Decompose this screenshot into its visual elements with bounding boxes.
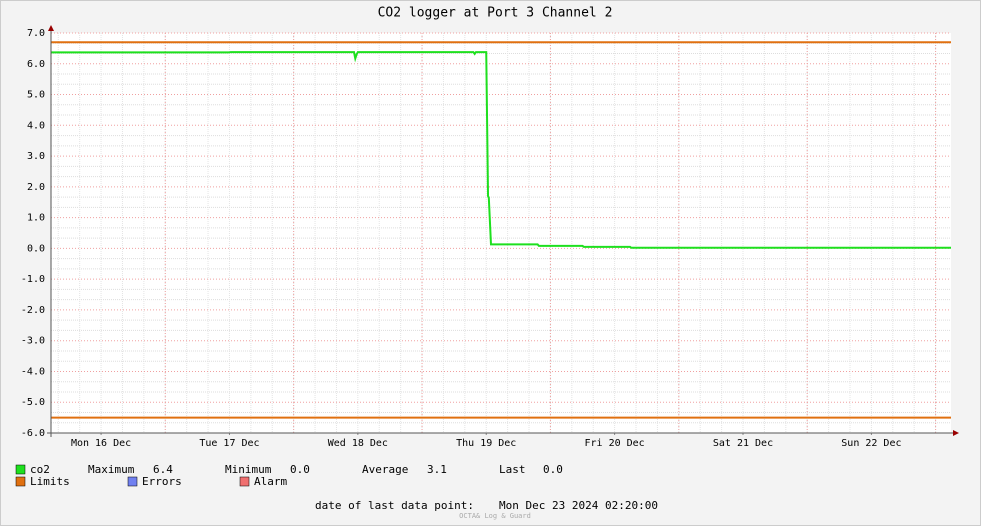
legend-label: Limits: [30, 475, 70, 488]
marks: [51, 41, 951, 419]
data-line: [51, 51, 951, 249]
y-tick-label: -1.0: [21, 274, 45, 285]
legend-label: Alarm: [254, 475, 287, 488]
legend-label: co2: [30, 463, 50, 476]
legend-label: Errors: [142, 475, 182, 488]
x-tick-label: Sat 21 Dec: [713, 438, 773, 449]
x-axis-arrow: [953, 430, 959, 436]
legend-swatch: [127, 476, 138, 487]
stat-label: Last: [499, 463, 526, 476]
x-tick-label: Thu 19 Dec: [456, 438, 516, 449]
y-tick-label: 3.0: [27, 151, 45, 162]
plot-area: [51, 33, 951, 433]
stat-value: 0.0: [290, 463, 310, 476]
grid: [51, 32, 951, 435]
y-tick-label: 6.0: [27, 59, 45, 70]
legend: co2 Maximum 6.4 Minimum 0.0 Average 3.1 Last 0.0…: [15, 463, 563, 488]
y-tick-label: -6.0: [21, 428, 45, 439]
x-tick-label: Mon 16 Dec: [71, 438, 131, 449]
y-tick-label: -5.0: [21, 397, 45, 408]
y-tick-label: 4.0: [27, 120, 45, 131]
y-tick-label: 2.0: [27, 182, 45, 193]
x-tick-label: Wed 18 Dec: [328, 438, 388, 449]
legend-swatch: [15, 464, 26, 475]
y-tick-label: 0.0: [27, 243, 45, 254]
stat-value: 3.1: [427, 463, 447, 476]
y-axis-arrow: [48, 25, 54, 31]
legend-swatch: [239, 476, 250, 487]
stat-value: 0.0: [543, 463, 563, 476]
stat-value: 6.4: [153, 463, 173, 476]
x-tick-label: Sun 22 Dec: [841, 438, 901, 449]
y-tick-label: 7.0: [27, 28, 45, 39]
watermark: OCTA& Log & Guard: [459, 512, 531, 520]
stat-label: Maximum: [88, 463, 135, 476]
legend-swatch: [15, 476, 26, 487]
chart-title: CO2 logger at Port 3 Channel 2: [378, 6, 613, 21]
stat-label: Average: [362, 463, 408, 476]
y-tick-label: 1.0: [27, 213, 45, 224]
x-tick-label: Fri 20 Dec: [585, 438, 645, 449]
stat-label: Minimum: [225, 463, 272, 476]
footer-label: date of last data point:: [315, 499, 474, 512]
y-tick-label: -2.0: [21, 305, 45, 316]
y-tick-label: -4.0: [21, 366, 45, 377]
y-tick-label: 5.0: [27, 90, 45, 101]
footer-value: Mon Dec 23 2024 02:20:00: [499, 499, 658, 512]
x-tick-label: Tue 17 Dec: [199, 438, 259, 449]
y-tick-label: -3.0: [21, 336, 45, 347]
